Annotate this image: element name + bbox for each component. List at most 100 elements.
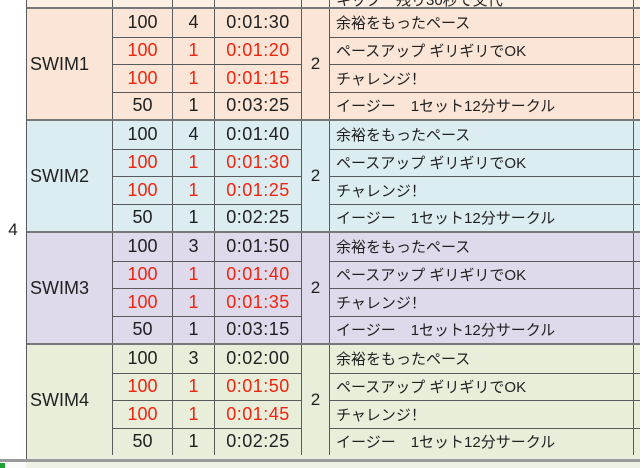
distance-cell[interactable]: 100 <box>113 9 173 37</box>
description-cell[interactable]: 余裕をもったペース <box>330 233 634 261</box>
time-cell[interactable]: 0:01:45 <box>215 400 302 428</box>
distance-cell[interactable]: 100 <box>113 288 173 316</box>
reps-cell[interactable]: 1 <box>173 260 215 288</box>
reps-cell[interactable]: 1 <box>173 64 215 92</box>
reps-cell[interactable]: 1 <box>173 427 215 455</box>
description-cell[interactable]: チャレンジ！ <box>330 288 634 316</box>
swim-label-cell[interactable]: SWIM3 <box>27 233 113 343</box>
reps-cell[interactable]: 3 <box>173 345 215 373</box>
distance-cell[interactable]: 100 <box>113 260 173 288</box>
set-count-cell[interactable]: 2 <box>302 345 330 455</box>
reps-cell[interactable]: 3 <box>173 233 215 261</box>
time-cell[interactable]: 0:01:20 <box>215 36 302 64</box>
table-edge-sliver <box>634 9 640 37</box>
distance-cell[interactable]: 100 <box>113 148 173 176</box>
distance-cell[interactable]: 50 <box>113 203 173 231</box>
description-cell[interactable]: 余裕をもったペース <box>330 9 634 37</box>
group-count-cell[interactable]: 4 <box>0 0 27 459</box>
time-cell[interactable]: 0:01:30 <box>215 9 302 37</box>
time-cell[interactable]: 0:01:25 <box>215 176 302 204</box>
swim-section-4: SWIM4 2 100 3 0:02:00 余裕をもったペース 100 1 0:… <box>27 343 640 455</box>
time-cell[interactable]: 0:01:30 <box>215 148 302 176</box>
reps-cell[interactable]: 1 <box>173 400 215 428</box>
reps-cell[interactable]: 1 <box>173 203 215 231</box>
reps-cell[interactable]: 4 <box>173 9 215 37</box>
reps-cell[interactable]: 1 <box>173 315 215 343</box>
partial-label-cell[interactable] <box>27 0 113 7</box>
distance-cell[interactable]: 100 <box>113 36 173 64</box>
reps-cell[interactable]: 1 <box>173 176 215 204</box>
time-cell[interactable]: 0:02:00 <box>215 345 302 373</box>
distance-cell[interactable]: 50 <box>113 91 173 119</box>
swim-label-cell[interactable]: SWIM2 <box>27 121 113 231</box>
description-cell[interactable]: ペースアップ ギリギリでOK <box>330 260 634 288</box>
time-cell[interactable]: 0:01:35 <box>215 288 302 316</box>
table-edge-sliver <box>634 400 640 428</box>
reps-cell[interactable]: 1 <box>173 288 215 316</box>
distance-cell[interactable]: 50 <box>113 315 173 343</box>
description-cell[interactable]: チャレンジ！ <box>330 176 634 204</box>
time-cell[interactable]: 0:03:15 <box>215 315 302 343</box>
description-cell[interactable]: イージー 1セット12分サークル <box>330 315 634 343</box>
partial-time-cell[interactable] <box>215 0 302 7</box>
reps-cell[interactable]: 1 <box>173 36 215 64</box>
table-edge-sliver <box>634 315 640 344</box>
table-edge-sliver <box>634 176 640 204</box>
distance-cell[interactable]: 100 <box>113 121 173 149</box>
description-cell[interactable]: イージー 1セット12分サークル <box>330 427 634 455</box>
table-edge-sliver <box>634 372 640 401</box>
selection-border-corner-bottom-icon <box>0 463 5 468</box>
partial-reps-cell[interactable] <box>173 0 215 7</box>
time-cell[interactable]: 0:01:50 <box>215 372 302 400</box>
distance-cell[interactable]: 100 <box>113 372 173 400</box>
description-cell[interactable]: ペースアップ ギリギリでOK <box>330 372 634 400</box>
table-edge-sliver <box>634 91 640 120</box>
top-partial-row: キック 残り30秒で交代 <box>27 0 640 7</box>
description-cell[interactable]: イージー 1セット12分サークル <box>330 203 634 231</box>
description-cell[interactable]: ペースアップ ギリギリでOK <box>330 148 634 176</box>
partial-distance-cell[interactable] <box>113 0 173 7</box>
description-cell[interactable]: 余裕をもったペース <box>330 121 634 149</box>
table-edge-sliver <box>634 345 640 373</box>
distance-cell[interactable]: 100 <box>113 64 173 92</box>
set-count-cell[interactable]: 2 <box>302 233 330 343</box>
reps-cell[interactable]: 1 <box>173 91 215 119</box>
description-cell[interactable]: 余裕をもったペース <box>330 345 634 373</box>
distance-cell[interactable]: 50 <box>113 427 173 455</box>
swim-section-1: SWIM1 2 100 4 0:01:30 余裕をもったペース 100 1 0:… <box>27 7 640 119</box>
table-edge-sliver <box>634 36 640 65</box>
reps-cell[interactable]: 1 <box>173 372 215 400</box>
swim-label-cell[interactable]: SWIM4 <box>27 345 113 455</box>
time-cell[interactable]: 0:02:25 <box>215 427 302 455</box>
description-cell[interactable]: チャレンジ！ <box>330 64 634 92</box>
time-cell[interactable]: 0:01:40 <box>215 121 302 149</box>
next-section-sliver <box>27 455 640 459</box>
swim-label-cell[interactable]: SWIM1 <box>27 9 113 119</box>
time-cell[interactable]: 0:01:15 <box>215 64 302 92</box>
reps-cell[interactable]: 4 <box>173 121 215 149</box>
table-edge-sliver <box>634 233 640 261</box>
partial-sets-cell[interactable] <box>302 0 330 7</box>
set-count-cell[interactable]: 2 <box>302 9 330 119</box>
description-cell[interactable]: チャレンジ！ <box>330 400 634 428</box>
table-edge-sliver <box>634 148 640 177</box>
time-cell[interactable]: 0:02:25 <box>215 203 302 231</box>
partial-description-cell[interactable]: キック 残り30秒で交代 <box>330 0 634 7</box>
table-edge-sliver <box>634 288 640 316</box>
time-cell[interactable]: 0:03:25 <box>215 91 302 119</box>
distance-cell[interactable]: 100 <box>113 233 173 261</box>
reps-cell[interactable]: 1 <box>173 148 215 176</box>
distance-cell[interactable]: 100 <box>113 345 173 373</box>
table-edge-sliver <box>634 64 640 92</box>
time-cell[interactable]: 0:01:40 <box>215 260 302 288</box>
distance-cell[interactable]: 100 <box>113 176 173 204</box>
description-cell[interactable]: ペースアップ ギリギリでOK <box>330 36 634 64</box>
time-cell[interactable]: 0:01:50 <box>215 233 302 261</box>
distance-cell[interactable]: 100 <box>113 400 173 428</box>
set-count-cell[interactable]: 2 <box>302 121 330 231</box>
description-cell[interactable]: イージー 1セット12分サークル <box>330 91 634 119</box>
partial-description-text: キック 残り30秒で交代 <box>336 0 633 7</box>
swim-section-3: SWIM3 2 100 3 0:01:50 余裕をもったペース 100 1 0:… <box>27 231 640 343</box>
workout-table: キック 残り30秒で交代 SWIM1 2 100 4 0:01:30 余裕をもっ… <box>27 0 640 455</box>
